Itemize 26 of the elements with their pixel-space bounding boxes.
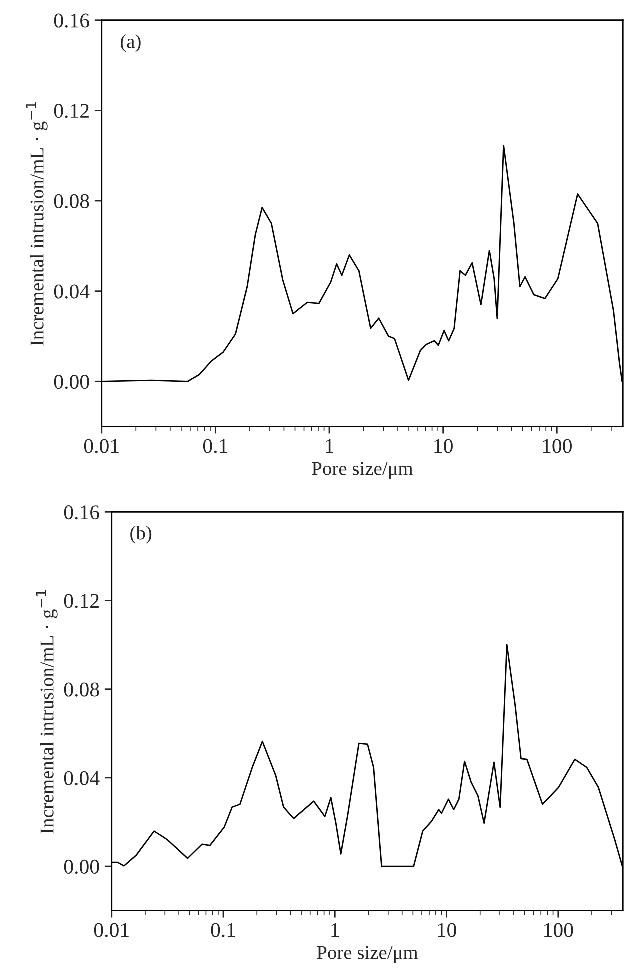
y-tick-label: 0.04: [54, 284, 90, 299]
x-tick-label: 1: [332, 923, 340, 938]
annotation: (a): [120, 34, 141, 52]
y-axis-title: Incremental intrusion/mL · g$^{−1}$: [26, 102, 48, 346]
x-tick-label: 0.01: [84, 439, 119, 454]
annotation: (b): [130, 526, 152, 544]
x-tick-label: 10: [438, 923, 456, 938]
y-tick-label: 0.04: [64, 771, 100, 786]
y-tick-label: 0.00: [64, 860, 100, 874]
y-tick-label: 0.08: [64, 682, 100, 697]
x-tick-label: 100: [543, 439, 572, 454]
x-tick-label: 0.1: [203, 439, 228, 454]
x-tick-label: 0.1: [211, 923, 236, 938]
x-tick-label: 0.01: [94, 923, 129, 938]
y-tick-label: 0.12: [54, 104, 89, 118]
y-tick-label: 0.16: [54, 14, 90, 28]
x-axis-title: Pore size/μm: [317, 946, 418, 964]
x-tick-label: 100: [544, 923, 574, 938]
x-tick-label: 1: [326, 439, 334, 454]
x-tick-label: 10: [434, 439, 453, 454]
y-tick-label: 0.00: [54, 375, 90, 390]
y-tick-label: 0.16: [64, 506, 100, 520]
y-tick-label: 0.12: [64, 594, 99, 608]
y-tick-label: 0.08: [54, 194, 90, 209]
y-axis-title: Incremental intrusion/mL · g$^{−1}$: [36, 590, 58, 834]
x-axis-title: Pore size/μm: [312, 462, 414, 480]
